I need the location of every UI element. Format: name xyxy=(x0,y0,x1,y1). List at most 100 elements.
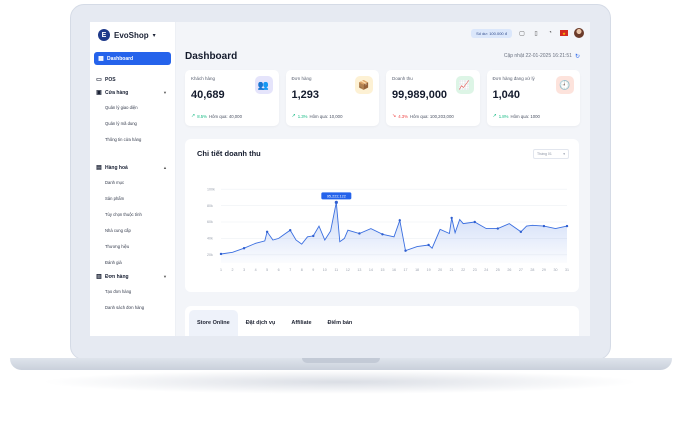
chat-icon[interactable]: ▢ xyxy=(519,30,525,37)
stat-card-value: 40,689 xyxy=(191,89,225,101)
sidebar-item-orders[interactable]: ▥ Đơn hàng ▼ xyxy=(90,270,175,283)
tabs: Store Online Đặt dịch vụ Affiliate Điểm bán xyxy=(185,306,579,336)
data-point xyxy=(312,234,315,238)
cart-icon: ▥ xyxy=(96,274,102,280)
sidebar-subitem[interactable]: Danh mục xyxy=(105,179,125,185)
x-tick-label: 27 xyxy=(519,268,523,272)
trend-down-icon: ↘ xyxy=(392,113,397,119)
sidebar-item-dashboard[interactable]: ▦ Dashboard xyxy=(94,52,171,65)
monitor-icon: ▭ xyxy=(96,77,102,83)
topbar: Số dư: 100.000 đ ▢ ▯ ◔ ★ xyxy=(176,22,590,44)
x-tick-label: 11 xyxy=(334,268,338,272)
stat-card-label: Đơn hàng xyxy=(291,76,312,81)
laptop-base xyxy=(10,358,672,370)
tab-affiliate[interactable]: Affiliate xyxy=(291,320,312,326)
sidebar-subitem[interactable]: Sản phẩm xyxy=(105,195,125,201)
x-tick-label: 19 xyxy=(427,268,431,272)
sidebar-item-pos[interactable]: ▭ POS xyxy=(90,73,175,86)
x-tick-label: 6 xyxy=(278,268,280,272)
revenue-chart-card: 20k 40k 60k 80k 100k 1 2 3 4 5 6 7 8 9 10 11 12 13 14 15 16 1… xyxy=(185,139,579,292)
brand-logo: E xyxy=(98,29,110,41)
dashboard-icon: ▦ xyxy=(98,56,104,62)
brand[interactable]: E EvoShop ▾ xyxy=(90,22,175,48)
stat-card: Đơn hàng 1,293 📦 ↗ 1.3% Hôm qua: 10,000 xyxy=(285,70,379,126)
data-point xyxy=(450,216,453,220)
period-select[interactable]: Tháng 01 ▾ xyxy=(533,149,569,159)
trend-up-icon: ↗ xyxy=(492,113,497,119)
data-point xyxy=(404,249,407,252)
stat-card: Khách hàng 40,689 👥 ↗ 8.5% Hôm qua: 40,000 xyxy=(185,70,279,126)
sidebar-subitem[interactable]: Quản lý mã dung xyxy=(105,120,137,126)
users-icon: 👥 xyxy=(254,76,273,94)
title-row: Dashboard Cập nhật 22-01-2025 16:21:51 ↻ xyxy=(176,44,590,64)
x-tick-label: 30 xyxy=(553,268,557,272)
x-tick-label: 9 xyxy=(312,268,314,272)
chevron-down-icon: ▼ xyxy=(163,90,167,95)
tab-đặt-dịch-vụ[interactable]: Đặt dịch vụ xyxy=(245,320,276,326)
stat-card-compare: Hôm qua: 1000 xyxy=(510,113,540,119)
x-tick-label: 28 xyxy=(530,268,534,272)
sidebar-subitem[interactable]: Quản lý giao diện xyxy=(105,104,138,110)
sidebar-item-goods[interactable]: ▤ Hàng hoá ▲ xyxy=(90,161,175,174)
x-tick-label: 26 xyxy=(507,268,511,272)
data-point xyxy=(496,227,499,230)
stat-card-change: 1.3% xyxy=(297,113,308,119)
series-area xyxy=(221,202,567,263)
stat-cards: Khách hàng 40,689 👥 ↗ 8.5% Hôm qua: 40,000 Đơn… xyxy=(176,64,590,126)
tab-điểm-bán[interactable]: Điểm bán xyxy=(327,320,353,326)
sidebar-subitem[interactable]: Tạo đơn hàng xyxy=(105,288,132,294)
data-point xyxy=(427,243,430,247)
document-icon[interactable]: ▯ xyxy=(534,30,538,37)
avatar[interactable] xyxy=(574,28,584,38)
highlight-tooltip-label: 95,222,122 xyxy=(327,194,346,198)
stat-card: Đơn hàng đang xử lý 1,040 🕘 ↗ 1.8% Hôm qua: 1… xyxy=(486,70,580,126)
chevron-up-icon: ▲ xyxy=(163,165,167,170)
stat-card-trend: ↗ 1.8% Hôm qua: 1000 xyxy=(493,113,540,119)
x-tick-label: 29 xyxy=(542,268,546,272)
x-tick-label: 25 xyxy=(496,268,500,272)
data-point xyxy=(381,233,384,236)
sidebar-subitem[interactable]: Tùy chọn thuộc tính xyxy=(105,211,142,217)
screen: E EvoShop ▾ ▦ Dashboard ▭ POS ▣ Cửa hàng… xyxy=(90,22,590,336)
x-tick-label: 1 xyxy=(220,268,222,272)
stat-card-value: 1,040 xyxy=(492,89,521,101)
chevron-down-icon: ▼ xyxy=(163,274,167,279)
x-tick-label: 3 xyxy=(243,268,245,272)
sidebar-subitem[interactable]: Danh sách đơn hàng xyxy=(105,304,145,310)
last-updated: Cập nhật 22-01-2025 16:21:51 ↻ xyxy=(504,53,580,60)
stat-card-trend: ↗ 1.3% Hôm qua: 10,000 xyxy=(292,113,343,119)
sidebar-subitem[interactable]: Thương hiệu xyxy=(105,243,130,249)
stat-card-compare: Hôm qua: 10,000 xyxy=(309,113,343,119)
tab-store-online[interactable]: Store Online xyxy=(189,310,238,336)
main-content: Số dư: 100.000 đ ▢ ▯ ◔ ★ Dashboard Cập n… xyxy=(176,22,590,336)
series-line xyxy=(220,202,568,255)
data-point xyxy=(473,220,476,224)
sidebar-subitem[interactable]: Đánh giá xyxy=(105,259,122,265)
sidebar-subitem[interactable]: Thông tin cửa hàng xyxy=(105,136,142,142)
x-tick-label: 22 xyxy=(461,268,465,272)
vietnam-flag-icon[interactable]: ★ xyxy=(560,30,568,36)
sidebar-item-label: POS xyxy=(105,76,116,83)
stat-card-change: 4.3% xyxy=(398,113,408,119)
y-tick-label: 80k xyxy=(207,204,213,208)
refresh-icon[interactable]: ↻ xyxy=(574,53,580,60)
x-tick-label: 21 xyxy=(450,268,454,272)
x-tick-label: 24 xyxy=(484,268,488,272)
data-point xyxy=(565,224,569,228)
balance-badge[interactable]: Số dư: 100.000 đ xyxy=(471,28,512,38)
sidebar-item-store[interactable]: ▣ Cửa hàng ▼ xyxy=(90,86,175,99)
trend-up-icon: ↗ xyxy=(291,113,296,119)
stat-card-value: 1,293 xyxy=(291,89,320,101)
x-tick-label: 15 xyxy=(380,268,384,272)
sidebar-subitem[interactable]: Nhà cung cấp xyxy=(105,227,131,233)
chevron-down-icon: ▾ xyxy=(152,32,156,39)
x-tick-label: 10 xyxy=(323,268,327,272)
sidebar-item-label: Dashboard xyxy=(107,55,134,62)
x-tick-label: 4 xyxy=(255,268,257,272)
store-icon: ▣ xyxy=(96,90,102,96)
box-icon: 📦 xyxy=(355,76,373,94)
bell-icon[interactable]: ◔ xyxy=(548,30,552,36)
chart-line-icon: 📈 xyxy=(455,76,474,94)
